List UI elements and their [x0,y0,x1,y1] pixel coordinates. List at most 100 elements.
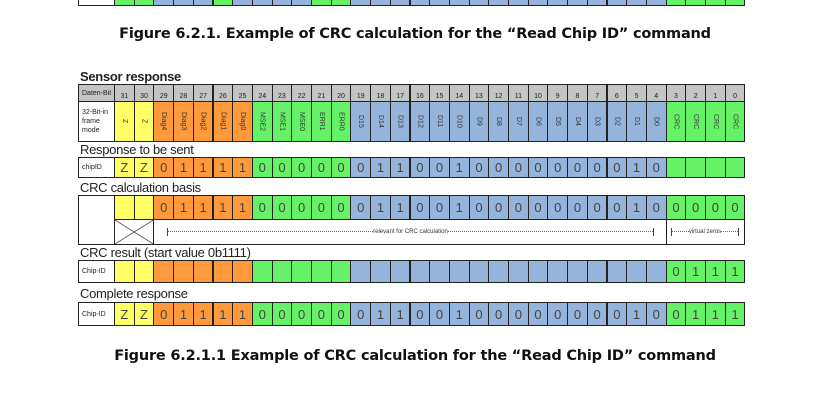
crc-result-row-bit-cell [271,260,293,283]
fragment-cell [606,0,628,6]
basis-row-bit-cell: 0 [153,195,175,220]
basis-row-bit-cell: 0 [251,195,273,220]
fragment-cell [547,0,569,6]
complete-response-row-bit-cell: 1 [370,302,391,326]
bit-number-header: 21 [311,84,332,102]
basis-row-bit-cell: 1 [212,195,234,220]
response-row-bit-cell: 1 [626,157,647,178]
complete-response-row-bit-cell: 0 [429,302,450,326]
response-row-bit-cell: 0 [468,157,490,178]
fragment-cell [429,0,450,6]
fragment-cell [685,0,706,6]
complete-response-row-bit-cell: 1 [232,302,253,326]
response-row-bit-cell: 0 [350,157,372,178]
crc-result-row-label: Chip-ID [78,260,115,283]
complete-response-row-bit-cell: 1 [705,302,726,326]
complete-response-row-bit-cell: 0 [567,302,588,326]
basis-row-bit-cell: 1 [626,195,647,220]
response-row-bit-cell: 0 [606,157,628,178]
complete-response-row-bit-cell: 1 [626,302,647,326]
complete-response-row-bit-cell: 0 [311,302,332,326]
basis-row-bit-cell: 1 [448,195,470,220]
response-row-bit-cell: 0 [527,157,549,178]
basis-row-bit-cell: 0 [429,195,450,220]
crc-result-row-bit-cell [192,260,214,283]
basis-row-bit-cell: 0 [488,195,509,220]
crc-result-row-bit-cell [114,260,135,283]
basis-row-bit-cell: 1 [192,195,214,220]
bit-number-header: 12 [488,84,509,102]
complete-response-row-label: Chip-ID [78,302,115,326]
fragment-cell [291,0,312,6]
bit-number-header: 9 [547,84,569,102]
response-row-bit-cell: 1 [448,157,470,178]
response-row-bit-cell [665,157,687,178]
bit-number-header: 27 [192,84,214,102]
bit-name-z: Z [133,101,155,142]
bit-number-header: 29 [153,84,175,102]
fragment-cell [78,0,115,6]
section-title-sensor-response: Sensor response [80,69,181,84]
response-row-bit-cell: 1 [370,157,391,178]
fragment-cell [212,0,234,6]
complete-response-row-bit-cell: 0 [153,302,175,326]
section-title-crc-result: CRC result (start value 0b1111) [80,245,251,260]
bit-name-mse2: MSE2 [251,101,273,142]
crc-result-row-bit-cell [173,260,194,283]
figure-caption-top: Figure 6.2.1. Example of CRC calculation… [119,26,711,42]
bit-number-header: 2 [685,84,706,102]
bit-name-d3: D3 [586,101,608,142]
complete-response-row-bit-cell: 0 [488,302,509,326]
crc-result-row-bit-cell [626,260,647,283]
fragment-cell [626,0,647,6]
crc-result-row-bit-cell [488,260,509,283]
complete-response-row-bit-cell: 1 [212,302,234,326]
response-row-bit-cell: 1 [173,157,194,178]
bit-number-header: 0 [724,84,746,102]
basis-row-bit-cell: 0 [311,195,332,220]
response-row-bit-cell: 0 [567,157,588,178]
basis-row-bit-cell: 1 [370,195,391,220]
complete-response-row-bit-cell: 0 [271,302,293,326]
virtual-zeros-area [665,219,746,245]
bit-number-header: 30 [133,84,155,102]
cross-icon [115,220,154,244]
bit-name-d2: D2 [606,101,628,142]
complete-response-row-bit-cell: 0 [350,302,372,326]
basis-row-bit-cell: 0 [567,195,588,220]
header-mode-label: 32-Bit-in frame mode [78,101,115,142]
complete-response-row-bit-cell: 0 [330,302,352,326]
basis-row-bit-cell: 0 [527,195,549,220]
crc-result-row-bit-cell [291,260,312,283]
basis-row-bit-cell: 0 [705,195,726,220]
fragment-cell [508,0,529,6]
crc-result-row-bit-cell [311,260,332,283]
crc-result-row-bit-cell [212,260,234,283]
section-title-crc-basis: CRC calculation basis [80,180,201,195]
bit-name-mse0: MSE0 [291,101,312,142]
fragment-cell [645,0,667,6]
fragment-cell [488,0,509,6]
response-row-bit-cell [685,157,706,178]
fragment-cell [114,0,135,6]
complete-response-row-bit-cell: 0 [586,302,608,326]
fragment-cell [409,0,431,6]
figure-caption-bottom: Figure 6.2.1.1 Example of CRC calculatio… [114,348,716,364]
fragment-cell [389,0,411,6]
crc-result-row-bit-cell [468,260,490,283]
basis-row-bit-cell: 0 [547,195,569,220]
crc-result-row-bit-cell [330,260,352,283]
bit-name-crc: CRC [665,101,687,142]
bit-name-d8: D8 [488,101,509,142]
bit-number-header: 31 [114,84,135,102]
crc-result-row-bit-cell [606,260,628,283]
bit-number-header: 19 [350,84,372,102]
complete-response-row-bit-cell: 0 [508,302,529,326]
response-row-label: chipID [78,157,115,178]
response-row-bit-cell: 0 [547,157,569,178]
bit-name-crc: CRC [685,101,706,142]
response-row-bit-cell: Z [114,157,135,178]
bit-name-diag4: Diag4 [153,101,175,142]
bit-number-header: 5 [626,84,647,102]
crc-result-row-bit-cell [251,260,273,283]
